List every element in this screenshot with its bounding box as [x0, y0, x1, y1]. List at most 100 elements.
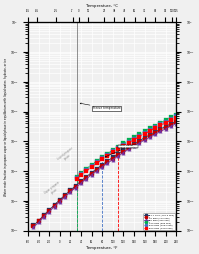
14.7 psia (101.3 kPa) [43, 213, 45, 216]
50 psia (345 kPa) [175, 122, 178, 125]
200 psia (1379 kPa) [133, 138, 135, 141]
150 psia (1034 kPa) [76, 176, 78, 179]
200 psia (1379 kPa) [90, 165, 93, 168]
25 psia (172 kPa) [133, 144, 135, 147]
150 psia (1034 kPa) [138, 134, 140, 137]
14.7 psia (101.3 kPa) [112, 156, 114, 159]
14.7 psia (101.3 kPa) [106, 160, 109, 163]
100 psia (689 kPa) [117, 145, 119, 148]
25 psia (172 kPa) [159, 129, 162, 132]
Legend: 14.7 psia (101.3 kPa), 25 psia (172 kPa), 50 psia (345 kPa), 100 psia (689 kPa),: 14.7 psia (101.3 kPa), 25 psia (172 kPa)… [143, 213, 175, 230]
50 psia (345 kPa) [32, 226, 35, 229]
200 psia (1379 kPa) [117, 148, 119, 151]
150 psia (1034 kPa) [165, 120, 167, 123]
25 psia (172 kPa) [149, 135, 151, 138]
100 psia (689 kPa) [133, 136, 135, 139]
Line: 150 psia (1034 kPa): 150 psia (1034 kPa) [75, 115, 178, 180]
200 psia (1379 kPa) [143, 132, 146, 135]
25 psia (172 kPa) [90, 172, 93, 175]
50 psia (345 kPa) [64, 195, 66, 198]
25 psia (172 kPa) [96, 168, 98, 171]
14.7 psia (101.3 kPa) [165, 125, 167, 128]
50 psia (345 kPa) [43, 215, 45, 218]
100 psia (689 kPa) [112, 149, 114, 152]
50 psia (345 kPa) [143, 139, 146, 142]
150 psia (1034 kPa) [149, 128, 151, 131]
Line: 200 psia (1379 kPa): 200 psia (1379 kPa) [75, 116, 178, 181]
200 psia (1379 kPa) [112, 151, 114, 154]
100 psia (689 kPa) [159, 121, 162, 124]
14.7 psia (101.3 kPa) [85, 175, 88, 178]
100 psia (689 kPa) [85, 167, 88, 170]
100 psia (689 kPa) [122, 142, 125, 145]
100 psia (689 kPa) [76, 175, 78, 178]
100 psia (689 kPa) [106, 152, 109, 155]
14.7 psia (101.3 kPa) [69, 189, 72, 192]
200 psia (1379 kPa) [101, 158, 103, 161]
50 psia (345 kPa) [80, 182, 82, 185]
50 psia (345 kPa) [122, 151, 125, 154]
25 psia (172 kPa) [101, 164, 103, 167]
150 psia (1034 kPa) [106, 153, 109, 156]
14.7 psia (101.3 kPa) [32, 224, 35, 227]
50 psia (345 kPa) [90, 173, 93, 176]
50 psia (345 kPa) [53, 205, 56, 208]
50 psia (345 kPa) [59, 200, 61, 203]
14.7 psia (101.3 kPa) [53, 203, 56, 206]
200 psia (1379 kPa) [122, 144, 125, 147]
100 psia (689 kPa) [170, 116, 172, 119]
50 psia (345 kPa) [159, 130, 162, 133]
50 psia (345 kPa) [170, 125, 172, 128]
50 psia (345 kPa) [69, 190, 72, 194]
X-axis label: Temperature, °F: Temperature, °F [86, 246, 118, 250]
14.7 psia (101.3 kPa) [75, 184, 77, 187]
50 psia (345 kPa) [106, 162, 109, 165]
Line: 25 psia (172 kPa): 25 psia (172 kPa) [32, 121, 178, 228]
14.7 psia (101.3 kPa) [38, 219, 40, 222]
14.7 psia (101.3 kPa) [170, 122, 172, 125]
100 psia (689 kPa) [138, 133, 140, 136]
200 psia (1379 kPa) [76, 177, 78, 180]
200 psia (1379 kPa) [85, 170, 88, 173]
100 psia (689 kPa) [149, 127, 151, 130]
150 psia (1034 kPa) [117, 147, 119, 150]
100 psia (689 kPa) [154, 124, 156, 127]
25 psia (172 kPa) [143, 137, 146, 140]
Line: 100 psia (689 kPa): 100 psia (689 kPa) [75, 113, 178, 179]
50 psia (345 kPa) [127, 148, 130, 151]
25 psia (172 kPa) [75, 185, 77, 188]
100 psia (689 kPa) [143, 130, 146, 133]
14.7 psia (101.3 kPa) [138, 139, 140, 142]
25 psia (172 kPa) [80, 181, 82, 184]
200 psia (1379 kPa) [127, 141, 130, 144]
100 psia (689 kPa) [127, 139, 130, 142]
100 psia (689 kPa) [90, 163, 93, 166]
150 psia (1034 kPa) [170, 117, 172, 120]
25 psia (172 kPa) [59, 199, 61, 202]
100 psia (689 kPa) [101, 156, 103, 159]
50 psia (345 kPa) [165, 127, 167, 130]
50 psia (345 kPa) [96, 169, 98, 172]
25 psia (172 kPa) [170, 123, 172, 126]
25 psia (172 kPa) [117, 154, 119, 157]
25 psia (172 kPa) [38, 220, 40, 223]
14.7 psia (101.3 kPa) [154, 130, 156, 133]
14.7 psia (101.3 kPa) [149, 133, 151, 136]
Text: Freeze temperature: Freeze temperature [80, 103, 120, 110]
14.7 psia (101.3 kPa) [90, 171, 93, 174]
X-axis label: Temperature, °C: Temperature, °C [86, 4, 118, 8]
14.7 psia (101.3 kPa) [48, 208, 51, 211]
25 psia (172 kPa) [32, 225, 35, 228]
50 psia (345 kPa) [138, 141, 140, 145]
25 psia (172 kPa) [112, 157, 114, 160]
14.7 psia (101.3 kPa) [159, 128, 162, 131]
50 psia (345 kPa) [85, 177, 88, 180]
Line: 50 psia (345 kPa): 50 psia (345 kPa) [32, 122, 178, 229]
150 psia (1034 kPa) [90, 164, 93, 167]
150 psia (1034 kPa) [112, 150, 114, 153]
25 psia (172 kPa) [106, 161, 109, 164]
Y-axis label: Water mole fraction in propane vapor or liquid phase in equilibrium with liquid : Water mole fraction in propane vapor or … [4, 57, 8, 196]
200 psia (1379 kPa) [154, 127, 156, 130]
100 psia (689 kPa) [96, 160, 98, 163]
Text: Vapor propane
phase: Vapor propane phase [44, 180, 63, 198]
